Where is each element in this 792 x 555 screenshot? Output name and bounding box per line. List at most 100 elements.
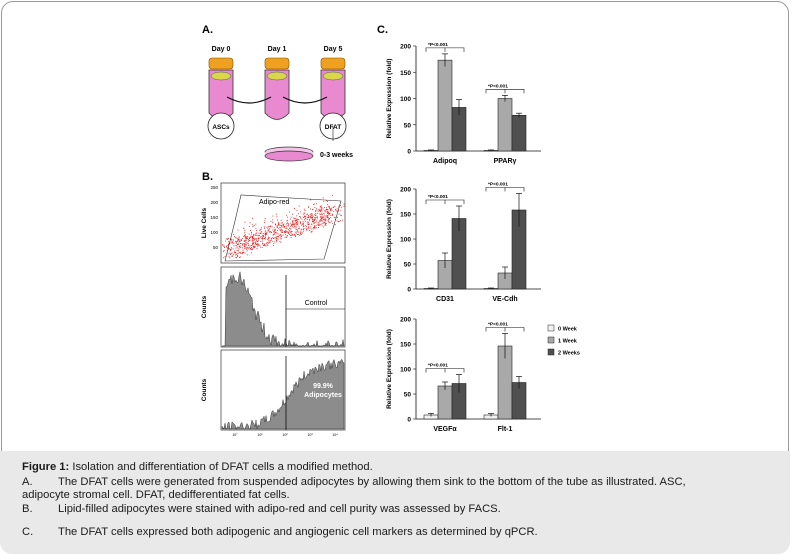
- facs-event-dot: [297, 213, 299, 215]
- y-tick-label: 100: [400, 96, 411, 103]
- facs-event-dot: [278, 224, 280, 225]
- facs-event-dot: [286, 214, 288, 216]
- y-tick-label: 150: [400, 342, 411, 349]
- facs-event-dot: [280, 225, 282, 226]
- facs-histogram-stained: 99.9% Adipocytes Counts 10° 10¹ 10² 10³ …: [201, 349, 346, 437]
- facs-histogram-control: Control Counts 10° 10¹ 10² 10³ 10⁴: [201, 266, 346, 354]
- facs-event-dot: [281, 228, 282, 230]
- facs-event-dot: [311, 231, 313, 233]
- facs-event-dot: [264, 218, 266, 219]
- facs-event-dot: [314, 226, 316, 228]
- facs-event-dot: [268, 240, 270, 241]
- facs-event-dot: [289, 227, 291, 229]
- facs-event-dot: [291, 226, 293, 227]
- facs-event-dot: [255, 243, 256, 245]
- facs-event-dot: [274, 228, 276, 230]
- facs-event-dot: [322, 208, 324, 210]
- facs-event-dot: [228, 243, 229, 245]
- panel-b-label: B.: [202, 171, 213, 183]
- facs-event-dot: [286, 235, 288, 237]
- facs-event-dot: [312, 219, 314, 220]
- facs-event-dot: [310, 226, 312, 228]
- facs-event-dot: [298, 219, 300, 221]
- facs-event-dot: [323, 221, 325, 223]
- facs-event-dot: [290, 232, 292, 234]
- facs-event-dot: [243, 235, 245, 237]
- facs-event-dot: [223, 245, 225, 247]
- facs-event-dot: [307, 217, 309, 219]
- facs-event-dot: [330, 207, 332, 209]
- facs-event-dot: [280, 219, 282, 221]
- facs-event-dot: [313, 225, 315, 227]
- significance-label: *P<0.001: [488, 83, 508, 89]
- panel-a-label: A.: [202, 24, 213, 36]
- facs-event-dot: [313, 221, 315, 223]
- facs-event-dot: [238, 241, 240, 243]
- facs-event-dot: [317, 224, 319, 226]
- caption-title: Figure 1: Isolation and differentiation …: [22, 461, 373, 473]
- facs-event-dot: [244, 245, 245, 247]
- facs-event-dot: [258, 238, 259, 239]
- facs-event-dot: [328, 218, 330, 220]
- facs-event-dot: [319, 219, 321, 221]
- facs-event-dot: [262, 242, 264, 244]
- facs-event-dot: [267, 242, 269, 244]
- facs-event-dot: [273, 234, 274, 236]
- facs-event-dot: [234, 236, 235, 238]
- facs-event-dot: [295, 235, 296, 237]
- facs-event-dot: [324, 210, 326, 212]
- facs-event-dot: [237, 244, 238, 245]
- facs-event-dot: [270, 231, 272, 233]
- facs-event-dot: [299, 231, 301, 233]
- facs-event-dot: [302, 222, 304, 224]
- facs-event-dot: [267, 241, 269, 243]
- facs-event-dot: [332, 206, 334, 208]
- facs-event-dot: [308, 224, 309, 225]
- facs-event-dot: [325, 224, 327, 226]
- facs-event-dot: [329, 208, 331, 210]
- facs-event-dot: [314, 207, 316, 208]
- facs-gate: [224, 194, 342, 262]
- facs-event-dot: [293, 219, 295, 221]
- facs-event-dot: [310, 199, 312, 201]
- facs-event-dot: [316, 227, 317, 229]
- facs-event-dot: [308, 227, 310, 229]
- facs-event-dot: [255, 232, 257, 234]
- facs-event-dot: [243, 236, 245, 237]
- facs-event-dot: [245, 243, 247, 245]
- facs-event-dot: [304, 216, 305, 217]
- facs-event-dot: [243, 241, 245, 242]
- facs-event-dot: [323, 213, 325, 215]
- facs-event-dot: [253, 238, 255, 240]
- y-tick-label: 200: [400, 317, 411, 324]
- facs-event-dot: [266, 233, 268, 235]
- caption-item-c: The DFAT cells expressed both adipogenic…: [58, 526, 538, 538]
- facs-event-dot: [252, 245, 254, 247]
- facs-event-dot: [308, 215, 309, 216]
- tube-day1: [264, 57, 290, 120]
- facs-event-dot: [277, 230, 278, 231]
- facs-event-dot: [265, 237, 266, 238]
- facs-event-dot: [306, 228, 307, 230]
- facs-event-dot: [291, 231, 293, 232]
- facs-event-dot: [312, 218, 314, 220]
- facs-event-dot: [308, 216, 309, 218]
- facs-event-dot: [269, 241, 270, 243]
- facs-event-dot: [287, 216, 288, 218]
- facs-event-dot: [328, 221, 330, 223]
- facs-event-dot: [246, 238, 248, 240]
- facs-event-dot: [238, 248, 240, 250]
- facs-event-dot: [329, 207, 330, 209]
- facs-event-dot: [238, 238, 240, 240]
- facs-event-dot: [237, 229, 239, 231]
- facs-event-dot: [324, 222, 326, 224]
- category-label: PPARγ: [494, 158, 517, 165]
- facs-event-dot: [287, 219, 289, 221]
- facs-event-dot: [313, 203, 315, 205]
- significance-label: *P<0.001: [488, 322, 508, 328]
- facs-event-dot: [325, 218, 327, 220]
- facs-event-dot: [236, 241, 238, 242]
- facs-event-dot: [231, 239, 233, 241]
- facs-event-dot: [248, 226, 250, 227]
- facs-event-dot: [304, 210, 306, 211]
